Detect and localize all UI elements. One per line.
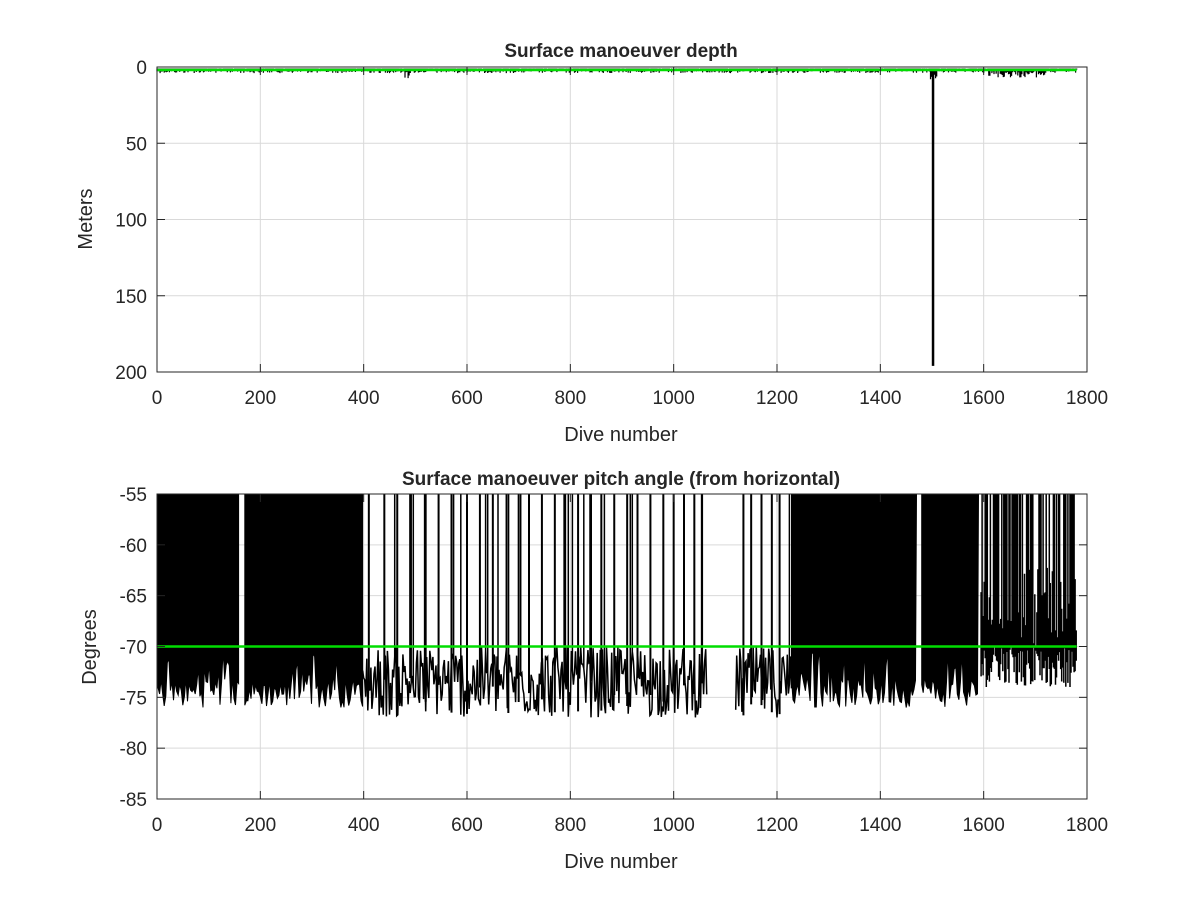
x-tick-label: 1800 xyxy=(1066,388,1108,409)
depth-chart: 0 200 400 600 800 1000 1200 1400 1600 1800 050100… xyxy=(75,41,1108,446)
pitch-x-tick-labels: 0 200 400 600 800 1000 1200 1400 1600 1800 xyxy=(152,815,1108,836)
y-tick-label: 200 xyxy=(115,363,147,384)
y-tick-label: -60 xyxy=(120,536,147,557)
x-tick-label: 200 xyxy=(244,388,276,409)
pitch-chart: 0 200 400 600 800 1000 1200 1400 1600 1800 -55 -60… xyxy=(79,469,1108,873)
depth-trace-segment xyxy=(404,68,411,79)
x-tick-label: 400 xyxy=(348,815,380,836)
y-tick-label: -65 xyxy=(120,587,147,608)
depth-x-axis-label: Dive number xyxy=(564,424,678,446)
pitch-sparse-trace xyxy=(734,494,793,718)
pitch-filled-region xyxy=(791,493,918,708)
y-tick-label: -80 xyxy=(120,739,147,760)
x-tick-label: 600 xyxy=(451,815,483,836)
y-tick-label: 100 xyxy=(115,211,147,232)
y-tick-label: -55 xyxy=(120,485,147,506)
x-tick-label: 800 xyxy=(554,815,586,836)
x-tick-label: 1200 xyxy=(756,815,798,836)
y-tick-label: 0 xyxy=(136,58,147,79)
x-tick-label: 400 xyxy=(348,388,380,409)
depth-x-tick-labels: 0 200 400 600 800 1000 1200 1400 1600 1800 xyxy=(152,388,1108,409)
x-tick-label: 1400 xyxy=(859,388,901,409)
pitch-tick-marks xyxy=(156,493,1088,800)
x-tick-label: 800 xyxy=(554,388,586,409)
x-tick-label: 0 xyxy=(152,815,163,836)
x-tick-label: 200 xyxy=(244,815,276,836)
y-tick-label: -70 xyxy=(120,638,147,659)
depth-chart-title: Surface manoeuver depth xyxy=(504,41,737,62)
x-tick-label: 0 xyxy=(152,388,163,409)
y-tick-label: -75 xyxy=(120,688,147,709)
pitch-series xyxy=(157,493,1077,718)
pitch-y-axis-label: Degrees xyxy=(79,609,101,685)
x-tick-label: 600 xyxy=(451,388,483,409)
pitch-filled-region xyxy=(157,493,240,708)
y-tick-label: 150 xyxy=(115,287,147,308)
depth-tick-marks xyxy=(156,66,1088,373)
pitch-filled-region xyxy=(921,493,980,707)
x-tick-label: 1600 xyxy=(963,388,1005,409)
x-tick-label: 1400 xyxy=(859,815,901,836)
x-tick-label: 1000 xyxy=(653,388,695,409)
x-tick-label: 1800 xyxy=(1066,815,1108,836)
x-tick-label: 1000 xyxy=(653,815,695,836)
depth-y-tick-labels: 0 50 100 150 200 xyxy=(115,58,147,384)
x-tick-label: 1200 xyxy=(756,388,798,409)
y-tick-label: -85 xyxy=(120,790,147,811)
pitch-sparse-trace xyxy=(361,494,708,718)
y-tick-label: 50 xyxy=(126,134,147,155)
pitch-filled-region xyxy=(244,493,364,708)
pitch-x-axis-label: Dive number xyxy=(564,851,678,873)
x-tick-label: 1600 xyxy=(963,815,1005,836)
pitch-chart-title: Surface manoeuver pitch angle (from hori… xyxy=(402,469,840,490)
depth-y-axis-label: Meters xyxy=(75,188,97,249)
pitch-y-tick-labels: -55 -60 -65 -70 -75 -80 -85 xyxy=(120,485,147,811)
